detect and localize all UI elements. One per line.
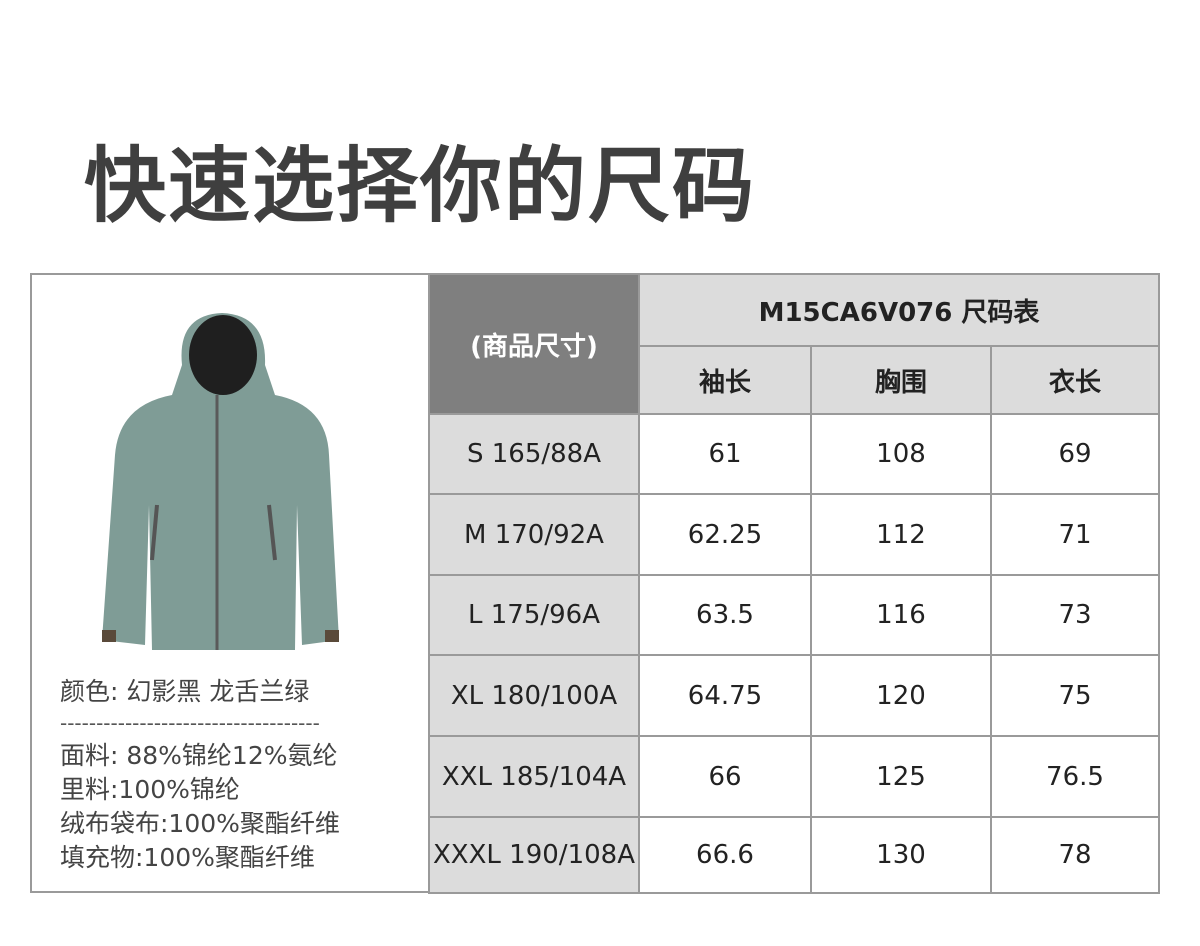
product-panel: 颜色: 幻影黑 龙舌兰绿 ---------------------------…	[30, 273, 428, 893]
value-cell: 66	[638, 735, 812, 818]
value-cell: 78	[990, 816, 1160, 894]
column-header: 袖长	[638, 345, 812, 415]
size-cell: S 165/88A	[428, 413, 640, 495]
material-line: 里料:100%锦纶	[60, 775, 240, 804]
table-row: XXL 185/104A 66 125 76.5	[428, 735, 1160, 818]
value-cell: 108	[810, 413, 992, 495]
column-header: 胸围	[810, 345, 992, 415]
value-cell: 66.6	[638, 816, 812, 894]
product-info: 颜色: 幻影黑 龙舌兰绿 ---------------------------…	[60, 675, 340, 875]
table-row: S 165/88A 61 108 69	[428, 413, 1160, 495]
size-cell: XL 180/100A	[428, 654, 640, 737]
value-cell: 112	[810, 493, 992, 576]
value-cell: 71	[990, 493, 1160, 576]
color-line: 颜色: 幻影黑 龙舌兰绿	[60, 677, 310, 706]
table-row: XXXL 190/108A 66.6 130 78	[428, 816, 1160, 894]
value-cell: 116	[810, 574, 992, 656]
value-cell: 69	[990, 413, 1160, 495]
value-cell: 62.25	[638, 493, 812, 576]
size-cell: L 175/96A	[428, 574, 640, 656]
value-cell: 75	[990, 654, 1160, 737]
size-cell: M 170/92A	[428, 493, 640, 576]
value-cell: 61	[638, 413, 812, 495]
size-cell: XXXL 190/108A	[428, 816, 640, 894]
value-cell: 130	[810, 816, 992, 894]
corner-header: (商品尺寸)	[428, 273, 640, 415]
value-cell: 120	[810, 654, 992, 737]
material-line: 填充物:100%聚酯纤维	[60, 843, 315, 872]
table-row: L 175/96A 63.5 116 73	[428, 574, 1160, 656]
table-caption: M15CA6V076 尺码表	[638, 273, 1160, 347]
material-line: 面料: 88%锦纶12%氨纶	[60, 741, 338, 770]
value-cell: 125	[810, 735, 992, 818]
jacket-image	[102, 313, 339, 650]
page-title: 快速选择你的尺码	[84, 139, 757, 234]
divider: ------------------------------------	[60, 711, 320, 735]
table-row: XL 180/100A 64.75 120 75	[428, 654, 1160, 737]
value-cell: 76.5	[990, 735, 1160, 818]
column-header: 衣长	[990, 345, 1160, 415]
size-cell: XXL 185/104A	[428, 735, 640, 818]
material-line: 绒布袋布:100%聚酯纤维	[60, 809, 340, 838]
value-cell: 63.5	[638, 574, 812, 656]
value-cell: 73	[990, 574, 1160, 656]
size-table: (商品尺寸) M15CA6V076 尺码表 袖长 胸围 衣长 S 165/88A…	[428, 273, 1160, 894]
table-row: M 170/92A 62.25 112 71	[428, 493, 1160, 576]
value-cell: 64.75	[638, 654, 812, 737]
